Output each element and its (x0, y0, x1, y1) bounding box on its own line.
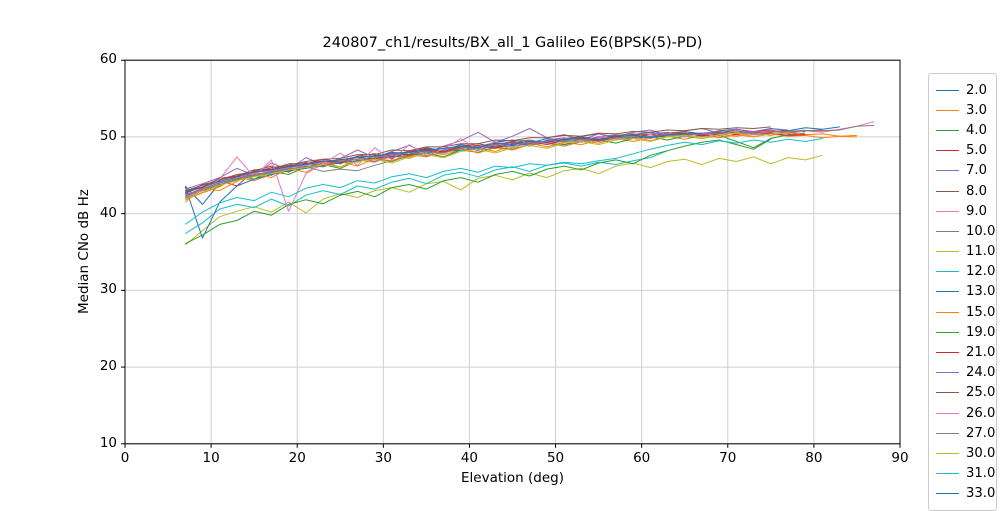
legend-label: 4.0 (966, 122, 987, 138)
legend-item: 4.0 (936, 120, 991, 140)
y-tick-label: 10 (99, 434, 117, 451)
y-tick-label: 50 (99, 127, 117, 144)
legend-label: 24.0 (966, 365, 996, 381)
legend-line-swatch (936, 432, 959, 434)
legend-line-swatch (936, 311, 959, 313)
legend-item: 19.0 (936, 322, 995, 342)
legend-line-swatch (936, 89, 959, 91)
series-line-26.0 (185, 121, 875, 212)
legend-line-swatch (936, 251, 959, 253)
x-tick-label: 50 (546, 450, 565, 466)
legend-label: 25.0 (966, 385, 996, 401)
legend-item: 26.0 (936, 403, 995, 423)
x-tick-label: 10 (202, 450, 220, 466)
legend-line-swatch (936, 129, 959, 131)
x-tick-label: 90 (891, 450, 909, 466)
x-axis-label: Elevation (deg) (461, 470, 564, 486)
legend-line-swatch (936, 170, 959, 172)
legend-item: 24.0 (936, 363, 995, 383)
legend-label: 33.0 (966, 486, 996, 502)
x-tick-label: 40 (460, 450, 479, 466)
legend-label: 3.0 (966, 102, 987, 118)
legend-item: 13.0 (936, 282, 995, 302)
legend-label: 12.0 (966, 264, 996, 280)
y-tick-label: 40 (99, 204, 117, 221)
x-tick-label: 80 (805, 450, 823, 466)
legend-label: 2.0 (966, 82, 987, 98)
legend-line-swatch (936, 271, 959, 273)
legend-label: 10.0 (966, 223, 996, 239)
legend-label: 27.0 (966, 425, 996, 441)
legend-line-swatch (936, 352, 959, 354)
legend-line-swatch (936, 412, 959, 414)
legend-item: 27.0 (936, 423, 995, 443)
legend-item: 15.0 (936, 302, 995, 322)
legend-line-swatch (936, 331, 959, 333)
legend-item: 30.0 (936, 443, 995, 463)
legend-label: 30.0 (966, 445, 996, 461)
legend-item: 3.0 (936, 100, 991, 120)
plot-area (121, 59, 901, 448)
series-line-12.0 (185, 150, 668, 235)
legend-line-swatch (936, 493, 959, 495)
legend-label: 11.0 (966, 244, 996, 260)
legend-item: 8.0 (936, 181, 991, 201)
legend-label: 26.0 (966, 405, 996, 421)
legend-line-swatch (936, 109, 959, 111)
legend-item: 2.0 (936, 80, 991, 100)
legend-line-swatch (936, 452, 959, 454)
legend-line-swatch (936, 392, 959, 394)
series-line-25.0 (185, 130, 789, 192)
series-line-21.0 (185, 131, 806, 193)
legend-label: 5.0 (966, 143, 987, 159)
y-axis-label: Median CNo dB Hz (76, 189, 92, 315)
legend-line-swatch (936, 372, 959, 374)
legend-label: 15.0 (966, 304, 996, 320)
legend-line-swatch (936, 150, 959, 152)
legend-line-swatch (936, 473, 959, 475)
legend-item: 10.0 (936, 221, 995, 241)
legend-item: 33.0 (936, 484, 995, 504)
legend-item: 21.0 (936, 342, 995, 362)
legend-line-swatch (936, 291, 959, 293)
x-tick-label: 0 (120, 450, 130, 466)
y-tick-label: 20 (99, 358, 117, 375)
x-tick-label: 30 (374, 450, 392, 466)
legend-label: 21.0 (966, 345, 996, 361)
y-tick-label: 60 (99, 51, 117, 68)
legend-line-swatch (936, 190, 959, 192)
legend-label: 9.0 (966, 203, 987, 219)
legend-item: 11.0 (936, 242, 995, 262)
legend-item: 9.0 (936, 201, 991, 221)
axes-spines (124, 59, 901, 445)
series-line-31.0 (185, 138, 823, 225)
chart-title: 240807_ch1/results/BX_all_1 Galileo E6(B… (322, 35, 703, 51)
series-line-30.0 (185, 132, 789, 200)
x-tick-label: 20 (288, 450, 306, 466)
x-tick-label: 70 (719, 450, 737, 466)
legend-line-swatch (936, 210, 959, 212)
legend-item: 25.0 (936, 383, 995, 403)
legend-label: 7.0 (966, 163, 987, 179)
legend-item: 31.0 (936, 464, 995, 484)
legend-item: 5.0 (936, 141, 991, 161)
y-tick-label: 30 (99, 281, 117, 298)
series-line-19.0 (185, 138, 772, 245)
legend: 2.0 3.0 4.0 5.0 7.0 8.0 9.0 10.0 11.0 12.0 13.0 15.… (928, 73, 997, 511)
legend-label: 13.0 (966, 284, 996, 300)
series-line-27.0 (185, 124, 875, 197)
legend-label: 31.0 (966, 466, 996, 482)
legend-item: 12.0 (936, 262, 995, 282)
legend-item: 7.0 (936, 161, 991, 181)
legend-line-swatch (936, 230, 959, 232)
series-line-33.0 (185, 132, 702, 194)
legend-label: 8.0 (966, 183, 987, 199)
x-tick-label: 60 (633, 450, 651, 466)
series-line-24.0 (185, 131, 754, 195)
legend-label: 19.0 (966, 324, 996, 340)
